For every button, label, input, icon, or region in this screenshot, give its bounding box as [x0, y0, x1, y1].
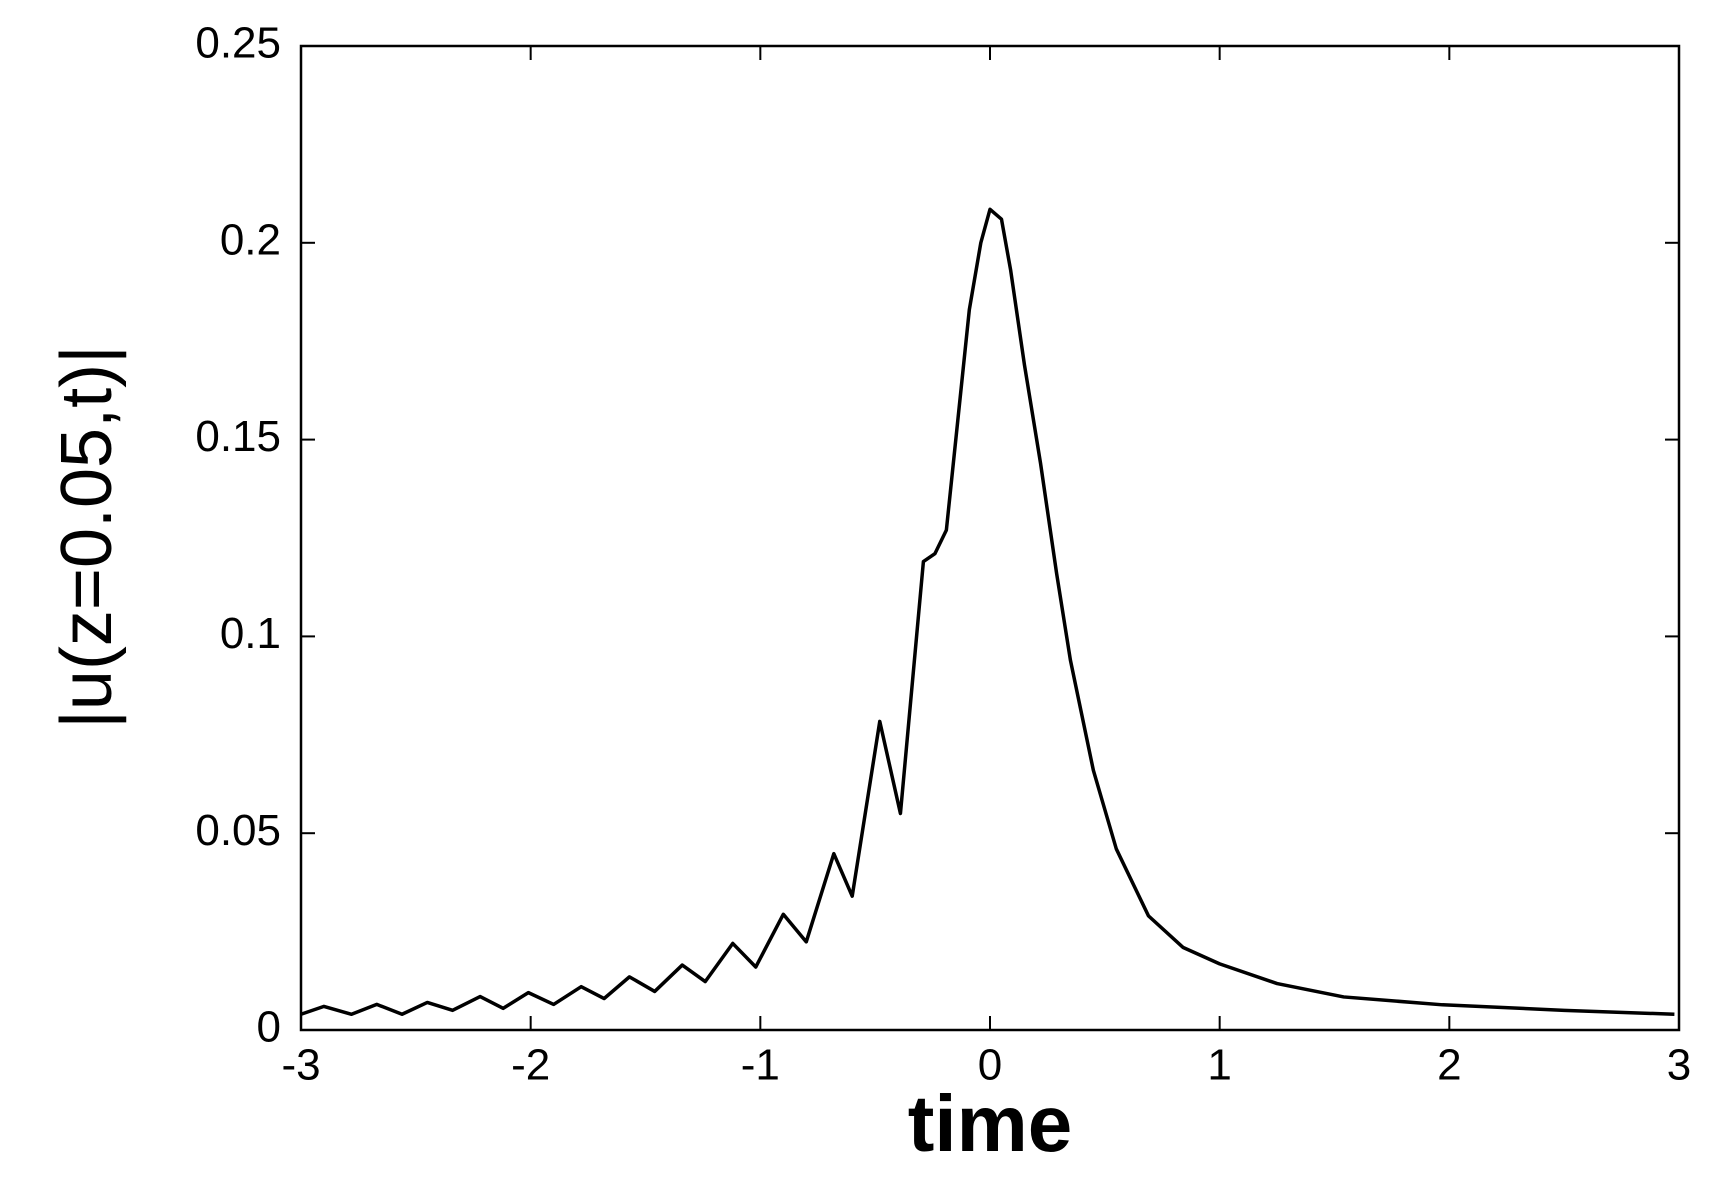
y-tick-label: 0	[257, 1003, 281, 1052]
x-tick-label: 2	[1437, 1041, 1461, 1090]
data-line	[300, 207, 1675, 1017]
y-tick-label: 0.05	[195, 806, 281, 855]
plot-frame	[299, 44, 1681, 1032]
x-tick-label: -2	[511, 1041, 550, 1090]
x-axis-label: time	[908, 1079, 1073, 1168]
y-tick-label: 0.2	[220, 215, 281, 264]
x-tick-label: -3	[281, 1041, 320, 1090]
x-tick-label: 1	[1207, 1041, 1231, 1090]
x-tick-label: 0	[978, 1041, 1002, 1090]
y-tick-label: 0.15	[195, 412, 281, 461]
y-tick-label: 0.1	[220, 609, 281, 658]
y-axis-label: |u(z=0.05,t)|	[47, 345, 127, 729]
x-tick-label: -1	[741, 1041, 780, 1090]
x-tick-label: 3	[1667, 1041, 1691, 1090]
y-tick-label: 0.25	[195, 19, 281, 68]
